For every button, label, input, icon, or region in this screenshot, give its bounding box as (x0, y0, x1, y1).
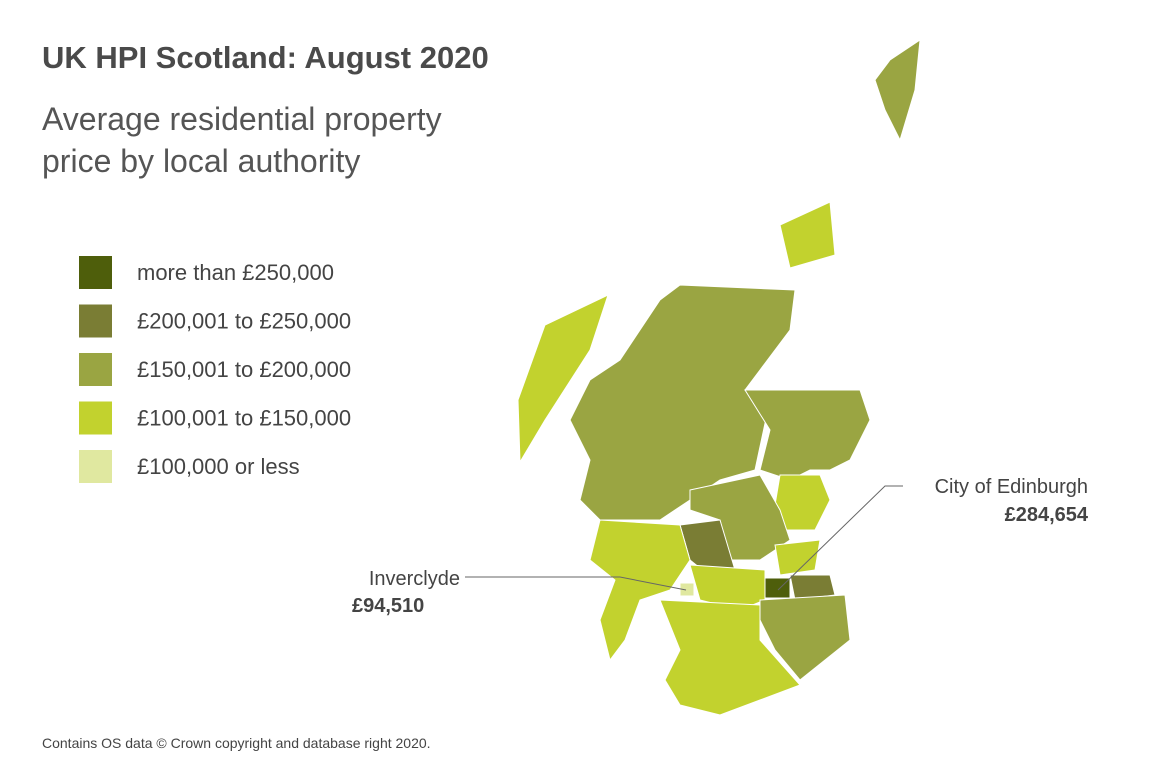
region (764, 577, 791, 599)
subtitle: Average residential property (42, 101, 442, 137)
legend-swatch (79, 304, 112, 338)
annotation-value: £284,654 (1005, 504, 1089, 526)
region (774, 539, 821, 576)
region (569, 284, 796, 521)
leader-line (465, 576, 687, 591)
legend: more than £250,000 £200,001 to £250,000 £1… (79, 256, 351, 483)
region (779, 201, 836, 269)
legend-swatch (79, 353, 112, 386)
title: UK HPI Scotland: August 2020 (42, 40, 489, 75)
leader-line (777, 485, 903, 591)
annotation-value: £94,510 (352, 595, 424, 617)
annotation-name: Inverclyde (369, 568, 460, 590)
annotation-name: City of Edinburgh (935, 476, 1088, 498)
legend-label: £100,000 or less (137, 454, 300, 479)
legend-swatch (79, 401, 112, 435)
legend-label: £150,001 to £200,000 (137, 357, 351, 382)
legend-label: more than £250,000 (137, 260, 334, 285)
map (517, 38, 921, 716)
region (689, 474, 791, 561)
region (744, 389, 871, 481)
region (679, 582, 695, 597)
region (589, 519, 691, 662)
region (517, 294, 609, 464)
region (659, 599, 801, 716)
legend-swatch (79, 256, 112, 289)
region (874, 38, 921, 142)
subtitle: price by local authority (42, 143, 360, 179)
region (759, 594, 851, 681)
legend-label: £100,001 to £150,000 (137, 406, 351, 431)
legend-label: £200,001 to £250,000 (137, 309, 351, 334)
footer: Contains OS data © Crown copyright and d… (42, 735, 431, 751)
legend-swatch (79, 450, 112, 483)
region (789, 574, 836, 601)
